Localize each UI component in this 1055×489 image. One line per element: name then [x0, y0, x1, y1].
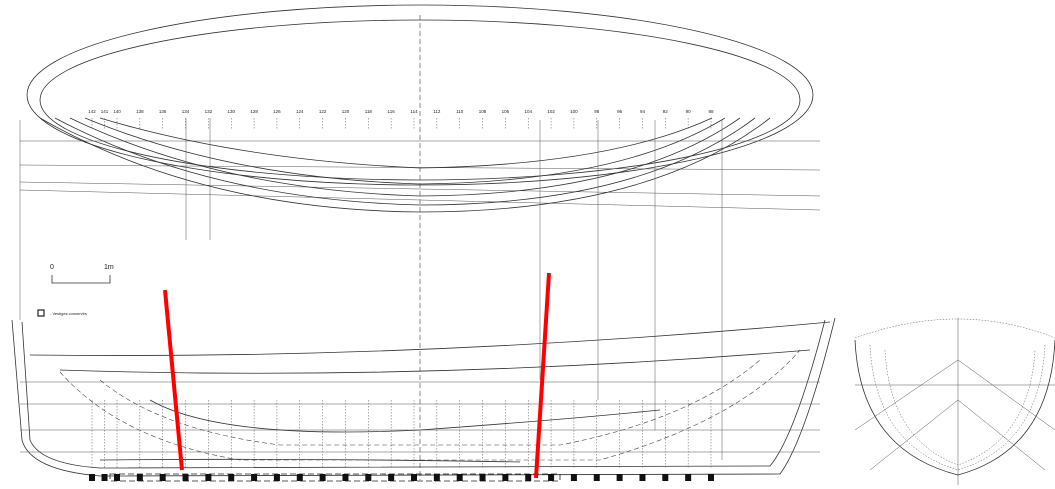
frame-block [685, 474, 692, 481]
frame-block [525, 474, 532, 481]
frame-block [251, 474, 258, 481]
frame-block [570, 474, 577, 481]
frame-label: 138 [136, 109, 144, 114]
frame-label: 132 [205, 109, 213, 114]
frame-block [273, 474, 280, 481]
frame-block [479, 474, 486, 481]
frame-block [708, 474, 714, 481]
frame-block [159, 474, 166, 481]
frame-block [433, 474, 440, 481]
legend: - Vestiges conservés [37, 309, 87, 317]
frame-block [548, 474, 555, 481]
frame-block [114, 474, 120, 481]
frame-label: 104 [524, 109, 532, 114]
frame-block [639, 474, 646, 481]
frame-block [616, 474, 623, 481]
frame-label: 136 [159, 109, 167, 114]
frame-label: 122 [319, 109, 327, 114]
marker-line [534, 272, 551, 479]
marker-line [163, 289, 184, 471]
frame-label: 124 [296, 109, 304, 114]
frame-block [182, 474, 189, 481]
frame-label: 118 [365, 109, 373, 114]
frame-block [456, 474, 463, 481]
frame-label: 140 [113, 109, 121, 114]
frame-label: 98 [594, 109, 600, 114]
body-plan [854, 318, 1055, 485]
frame-label: 141 [101, 109, 109, 114]
frame-block [388, 474, 395, 481]
frame-label: 96 [617, 109, 623, 114]
frame-label: 100 [570, 109, 578, 114]
frame-block [593, 474, 600, 481]
frame-block [502, 474, 509, 481]
frame-block [365, 474, 372, 481]
frame-label: 102 [547, 109, 555, 114]
scale-bar: 0 1m [50, 264, 114, 284]
frame-label: 106 [502, 109, 510, 114]
frame-label: 128 [250, 109, 258, 114]
frame-label: 92 [663, 109, 669, 114]
frame-label: 116 [388, 109, 396, 114]
frame-block [228, 474, 235, 481]
frame-label: 88 [708, 109, 714, 114]
plan-view [19, 4, 821, 480]
frame-block [342, 474, 349, 481]
frame-block [205, 474, 212, 481]
frame-label: 126 [273, 109, 281, 114]
frame-label: 112 [433, 109, 441, 114]
frame-block [136, 474, 143, 481]
scale-end: 1m [104, 264, 114, 271]
frame-label: 94 [640, 109, 646, 114]
frame-label: 90 [686, 109, 692, 114]
frame-label: 108 [479, 109, 487, 114]
frame-label: 130 [227, 109, 235, 114]
frame-label: 120 [342, 109, 350, 114]
frame-block [296, 474, 303, 481]
profile-view [11, 272, 836, 482]
frame-block [89, 474, 95, 481]
frame-label: 110 [456, 109, 464, 114]
frame-block [662, 474, 669, 481]
frame-label: 142 [88, 109, 96, 114]
frame-label: 134 [182, 109, 190, 114]
legend-text: - Vestiges conservés [50, 311, 87, 316]
frame-block [101, 474, 108, 481]
frame-block [411, 474, 417, 481]
scale-start: 0 [50, 264, 54, 271]
frame-block [319, 474, 326, 481]
frame-label: 114 [410, 109, 418, 114]
